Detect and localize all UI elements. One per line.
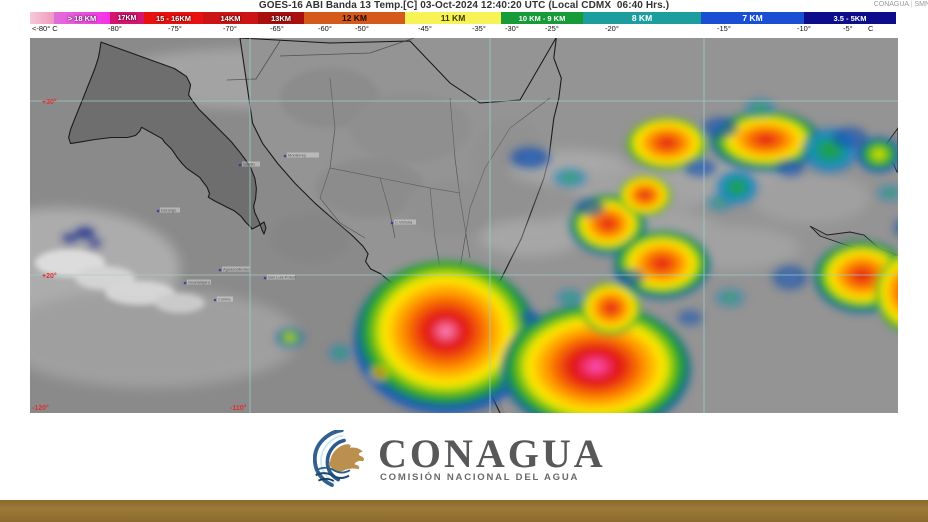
svg-text:Colima: Colima [218,297,231,302]
svg-text:Monterrey: Monterrey [288,153,306,158]
svg-text:Guadalajara: Guadalajara [188,280,211,285]
svg-text:+20°: +20° [42,272,57,280]
svg-text:+30°: +30° [42,98,57,106]
svg-text:Saltillo: Saltillo [243,162,256,167]
svg-text:-120°: -120° [32,404,49,412]
svg-text:-110°: -110° [230,404,247,412]
svg-text:Aguascalientes: Aguascalientes [223,267,250,272]
svg-text:C.Victoria: C.Victoria [395,220,413,225]
svg-text:Durango: Durango [161,208,177,213]
svg-text:San Luis Potosi: San Luis Potosi [268,275,296,280]
